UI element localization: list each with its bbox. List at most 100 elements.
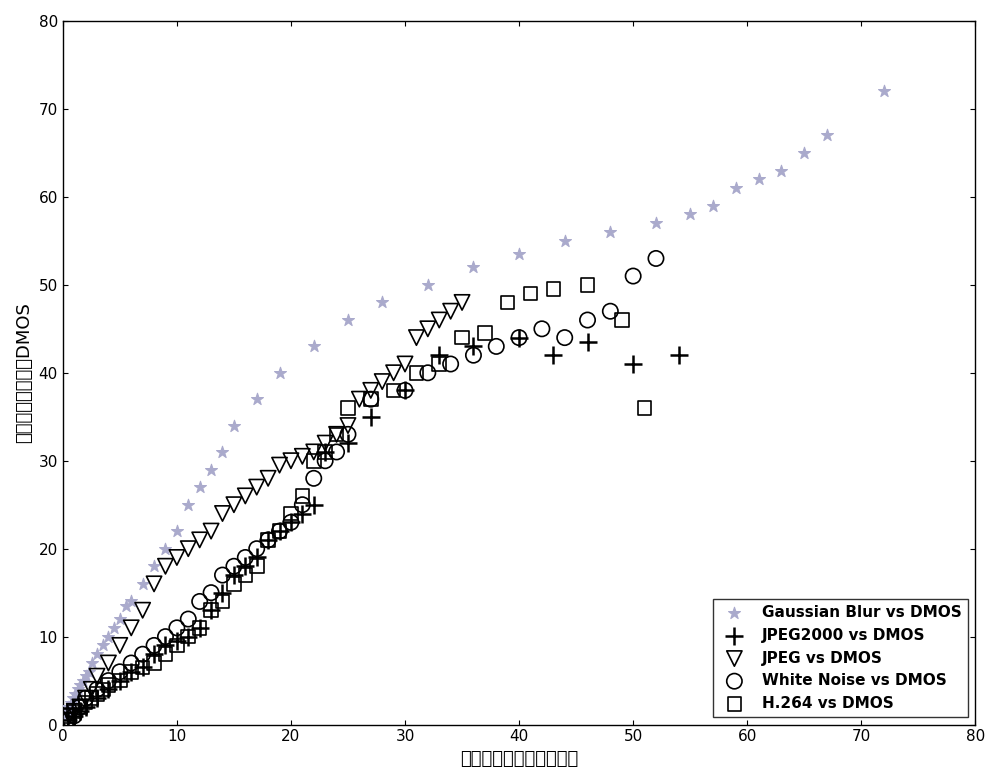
JPEG2000 vs DMOS — [580, 336, 596, 348]
JPEG2000 vs DMOS — [306, 499, 322, 511]
Gaussian Blur vs DMOS — [819, 129, 835, 142]
JPEG2000 vs DMOS — [226, 568, 242, 581]
JPEG2000 vs DMOS — [89, 692, 105, 705]
Gaussian Blur vs DMOS — [557, 235, 573, 247]
JPEG vs DMOS — [237, 489, 253, 502]
H.264 vs DMOS — [500, 296, 516, 309]
H.264 vs DMOS — [226, 578, 242, 590]
H.264 vs DMOS — [340, 402, 356, 414]
White Noise vs DMOS — [157, 630, 173, 643]
White Noise vs DMOS — [294, 499, 310, 511]
JPEG vs DMOS — [408, 331, 424, 344]
JPEG vs DMOS — [123, 622, 139, 634]
White Noise vs DMOS — [465, 349, 481, 362]
JPEG2000 vs DMOS — [249, 551, 265, 564]
JPEG2000 vs DMOS — [100, 683, 116, 695]
JPEG vs DMOS — [374, 375, 390, 388]
White Noise vs DMOS — [260, 534, 276, 547]
Gaussian Blur vs DMOS — [65, 692, 81, 705]
H.264 vs DMOS — [89, 687, 105, 700]
JPEG vs DMOS — [58, 714, 74, 727]
JPEG2000 vs DMOS — [317, 446, 333, 458]
White Noise vs DMOS — [169, 622, 185, 634]
H.264 vs DMOS — [454, 331, 470, 344]
H.264 vs DMOS — [386, 384, 402, 397]
H.264 vs DMOS — [100, 679, 116, 691]
JPEG2000 vs DMOS — [146, 648, 162, 661]
Gaussian Blur vs DMOS — [157, 543, 173, 555]
Gaussian Blur vs DMOS — [81, 666, 97, 678]
White Noise vs DMOS — [180, 613, 196, 626]
Gaussian Blur vs DMOS — [796, 146, 812, 159]
JPEG2000 vs DMOS — [135, 661, 151, 673]
JPEG vs DMOS — [146, 578, 162, 590]
JPEG vs DMOS — [397, 358, 413, 370]
White Noise vs DMOS — [625, 270, 641, 283]
JPEG vs DMOS — [83, 683, 99, 695]
JPEG vs DMOS — [283, 454, 299, 467]
White Noise vs DMOS — [135, 648, 151, 661]
JPEG2000 vs DMOS — [237, 560, 253, 572]
Gaussian Blur vs DMOS — [67, 687, 83, 700]
Gaussian Blur vs DMOS — [60, 701, 76, 713]
JPEG2000 vs DMOS — [157, 639, 173, 651]
White Noise vs DMOS — [214, 568, 230, 581]
Gaussian Blur vs DMOS — [169, 525, 185, 537]
White Noise vs DMOS — [511, 331, 527, 344]
H.264 vs DMOS — [157, 648, 173, 661]
White Noise vs DMOS — [60, 714, 76, 727]
Gaussian Blur vs DMOS — [420, 279, 436, 291]
Gaussian Blur vs DMOS — [705, 200, 721, 212]
H.264 vs DMOS — [317, 446, 333, 458]
JPEG vs DMOS — [363, 384, 379, 397]
JPEG vs DMOS — [157, 560, 173, 572]
JPEG vs DMOS — [431, 314, 447, 327]
Gaussian Blur vs DMOS — [465, 261, 481, 273]
JPEG vs DMOS — [294, 450, 310, 463]
Gaussian Blur vs DMOS — [72, 679, 88, 691]
JPEG2000 vs DMOS — [545, 349, 561, 362]
Gaussian Blur vs DMOS — [728, 182, 744, 194]
H.264 vs DMOS — [294, 489, 310, 502]
White Noise vs DMOS — [123, 657, 139, 669]
White Noise vs DMOS — [580, 314, 596, 327]
JPEG2000 vs DMOS — [511, 331, 527, 344]
JPEG vs DMOS — [226, 499, 242, 511]
H.264 vs DMOS — [146, 657, 162, 669]
JPEG2000 vs DMOS — [397, 384, 413, 397]
H.264 vs DMOS — [66, 705, 82, 718]
White Noise vs DMOS — [283, 516, 299, 529]
White Noise vs DMOS — [89, 683, 105, 695]
White Noise vs DMOS — [66, 709, 82, 722]
H.264 vs DMOS — [545, 283, 561, 295]
White Noise vs DMOS — [249, 543, 265, 555]
Gaussian Blur vs DMOS — [214, 446, 230, 458]
JPEG2000 vs DMOS — [465, 340, 481, 352]
JPEG2000 vs DMOS — [66, 709, 82, 722]
Gaussian Blur vs DMOS — [146, 560, 162, 572]
H.264 vs DMOS — [95, 683, 111, 695]
H.264 vs DMOS — [83, 692, 99, 705]
JPEG2000 vs DMOS — [60, 714, 76, 727]
Gaussian Blur vs DMOS — [106, 622, 122, 634]
White Noise vs DMOS — [488, 340, 504, 352]
Gaussian Blur vs DMOS — [89, 648, 105, 661]
Gaussian Blur vs DMOS — [100, 630, 116, 643]
JPEG vs DMOS — [340, 419, 356, 431]
JPEG vs DMOS — [214, 507, 230, 520]
White Noise vs DMOS — [317, 454, 333, 467]
JPEG vs DMOS — [317, 437, 333, 449]
JPEG2000 vs DMOS — [272, 525, 288, 537]
Gaussian Blur vs DMOS — [602, 226, 618, 238]
H.264 vs DMOS — [260, 534, 276, 547]
JPEG2000 vs DMOS — [671, 349, 687, 362]
Gaussian Blur vs DMOS — [118, 600, 134, 612]
Gaussian Blur vs DMOS — [511, 247, 527, 260]
H.264 vs DMOS — [272, 525, 288, 537]
White Noise vs DMOS — [397, 384, 413, 397]
JPEG vs DMOS — [249, 481, 265, 493]
White Noise vs DMOS — [340, 428, 356, 441]
JPEG vs DMOS — [386, 366, 402, 379]
White Noise vs DMOS — [534, 323, 550, 335]
Gaussian Blur vs DMOS — [95, 639, 111, 651]
